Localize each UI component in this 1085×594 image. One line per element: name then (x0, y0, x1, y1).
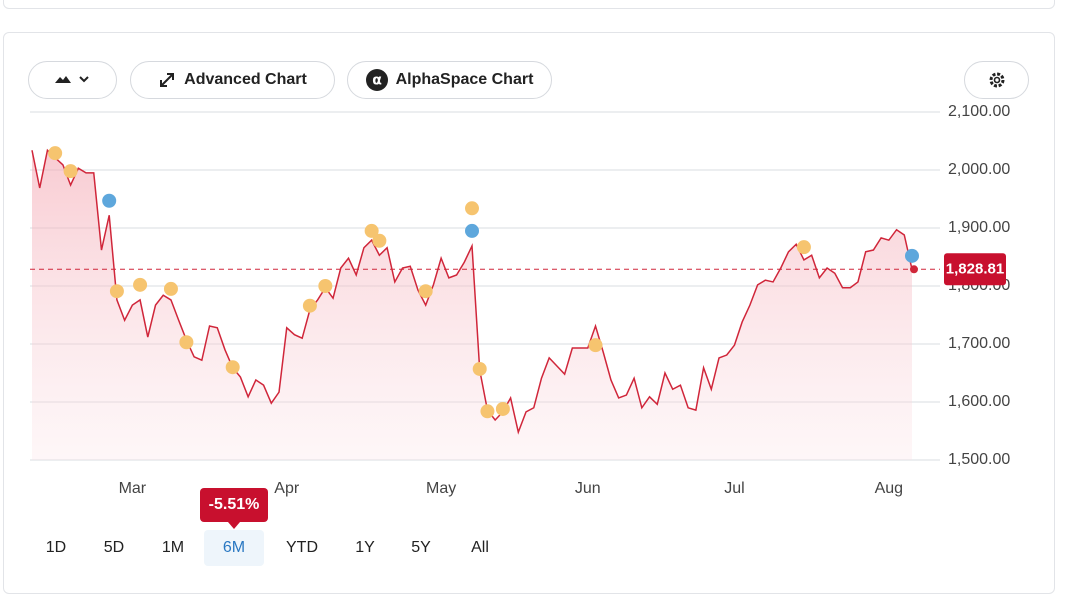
event-marker (465, 223, 479, 238)
event-marker (905, 248, 919, 263)
range-button[interactable]: 1Y (355, 539, 375, 556)
x-tick-label: Aug (875, 480, 903, 497)
event-marker (495, 401, 510, 416)
change-badge: -5.51% (200, 488, 268, 529)
event-marker (418, 284, 433, 299)
event-marker (163, 281, 178, 296)
event-marker (302, 298, 317, 313)
event-marker (472, 361, 487, 376)
x-tick-label: Jul (724, 480, 744, 497)
event-marker (133, 277, 148, 292)
y-tick-label: 1,700.00 (948, 335, 1010, 352)
y-tick-label: 2,000.00 (948, 161, 1010, 178)
button-label: AlphaSpace Chart (395, 71, 534, 88)
page: Advanced Chart α AlphaSpace Chart 1,500.… (3, 0, 1055, 594)
event-marker (796, 240, 811, 255)
range-button[interactable]: 1M (161, 539, 185, 556)
chart: 1,500.001,600.001,700.001,800.001,900.00… (30, 103, 1010, 497)
range-button[interactable]: All (471, 539, 489, 556)
x-tick-label: May (426, 480, 456, 497)
range-button[interactable]: YTD (286, 539, 318, 556)
expand-icon (160, 73, 175, 87)
event-marker (364, 223, 379, 238)
event-marker (102, 193, 117, 208)
event-marker (225, 360, 240, 375)
price-label: 1,828.81 (946, 260, 1004, 277)
event-marker (63, 164, 78, 179)
event-marker (465, 201, 479, 216)
y-tick-label: 1,900.00 (948, 219, 1010, 236)
event-marker (48, 146, 63, 161)
area-fill (32, 150, 912, 460)
range-button[interactable]: 5Y (411, 539, 431, 556)
y-tick-label: 1,600.00 (948, 393, 1010, 410)
settings-button[interactable] (964, 61, 1029, 99)
range-button[interactable]: 1D (45, 539, 67, 556)
alpha-icon: α (365, 69, 388, 91)
range-button[interactable]: 5D (103, 539, 125, 556)
dropdown-icon (54, 76, 89, 83)
y-tick-label: 2,100.00 (948, 103, 1010, 120)
x-tick-label: Mar (119, 480, 147, 497)
event-marker (480, 404, 495, 419)
event-marker (318, 279, 333, 293)
previous-card (3, 0, 1055, 9)
button-label: Advanced Chart (184, 71, 307, 88)
event-marker (588, 338, 603, 353)
last-point (910, 265, 918, 274)
price-label-box (944, 253, 1006, 286)
y-tick-label: 1,500.00 (948, 451, 1010, 468)
event-marker (372, 233, 387, 248)
advanced-chart-button[interactable]: Advanced Chart (130, 61, 335, 99)
x-tick-label: Apr (274, 480, 300, 497)
range-button[interactable]: 6M (204, 530, 264, 566)
event-marker (179, 335, 194, 350)
alphaspace-chart-button[interactable]: α AlphaSpace Chart (347, 61, 552, 99)
x-tick-label: Jun (575, 480, 601, 497)
event-marker (109, 284, 124, 299)
price-line (31, 148, 913, 435)
svg-text:α: α (372, 73, 382, 89)
gear-icon (989, 72, 1004, 88)
chart-type-dropdown[interactable] (28, 61, 117, 99)
